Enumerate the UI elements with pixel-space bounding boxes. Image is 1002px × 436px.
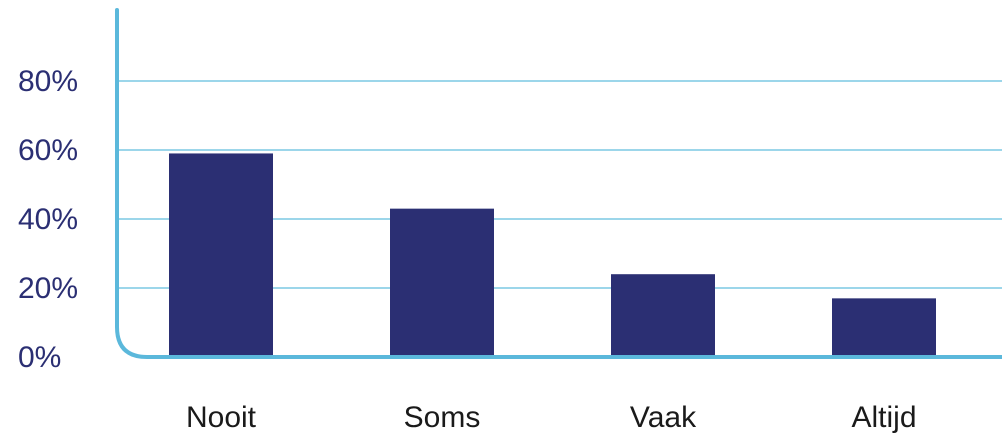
x-category-label: Nooit (186, 401, 257, 434)
y-tick-label: 60% (18, 134, 78, 167)
bars (169, 153, 936, 357)
bar-vaak (611, 274, 715, 357)
x-category-label: Soms (404, 401, 481, 434)
x-category-labels: Nooit Soms Vaak Altijd (186, 401, 917, 434)
axis-line (115, 8, 1002, 359)
y-tick-label: 40% (18, 203, 78, 236)
x-category-label: Altijd (851, 401, 916, 434)
axes (115, 8, 1002, 359)
y-tick-labels: 0% 20% 40% 60% 80% (18, 65, 78, 374)
y-tick-label: 80% (18, 65, 78, 98)
bar-soms (390, 208, 494, 357)
y-tick-label: 0% (18, 341, 61, 374)
bar-altijd (832, 298, 936, 357)
x-category-label: Vaak (630, 401, 697, 434)
y-tick-label: 20% (18, 272, 78, 305)
bar-nooit (169, 153, 273, 357)
